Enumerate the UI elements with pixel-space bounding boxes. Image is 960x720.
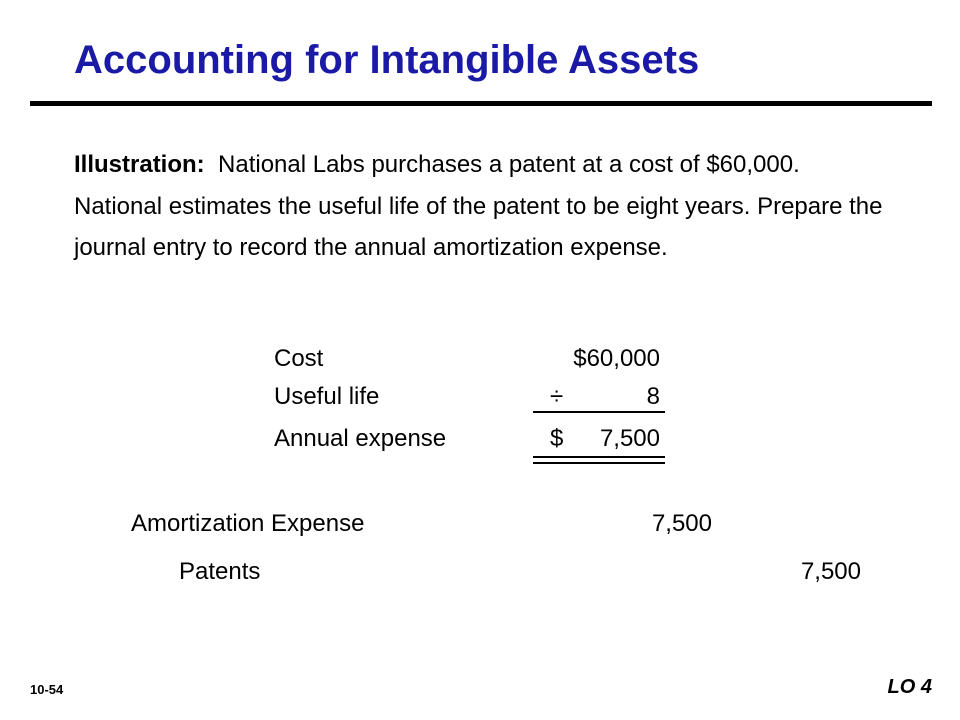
calc-value-cost-text: $60,000 bbox=[573, 345, 660, 372]
calc-value-useful-life: ÷ 8 bbox=[480, 383, 660, 411]
calc-label-annual-expense: Annual expense bbox=[274, 425, 447, 452]
slide-title: Accounting for Intangible Assets bbox=[74, 38, 700, 82]
calc-double-underline-top bbox=[533, 456, 665, 458]
je-debit-amount: 7,500 bbox=[651, 510, 712, 537]
je-credit-amount: 7,500 bbox=[800, 558, 861, 585]
slide-number: 10-54 bbox=[30, 682, 64, 697]
calc-value-annual-expense: $ 7,500 bbox=[480, 425, 660, 453]
je-debit-account: Amortization Expense bbox=[131, 510, 365, 537]
dollar-symbol: $ bbox=[550, 425, 564, 452]
illustration-lead: Illustration: bbox=[74, 151, 205, 178]
learning-objective: LO 4 bbox=[887, 676, 932, 698]
divide-symbol: ÷ bbox=[550, 383, 564, 410]
calc-value-cost: $60,000 bbox=[480, 345, 660, 373]
illustration-paragraph: Illustration: National Labs purchases a … bbox=[74, 144, 894, 269]
calc-double-underline-bottom bbox=[533, 462, 665, 464]
calc-label-useful-life: Useful life bbox=[274, 383, 380, 410]
calc-label-cost: Cost bbox=[274, 345, 324, 372]
je-credit-account: Patents bbox=[179, 558, 261, 585]
calc-underline bbox=[533, 411, 665, 413]
title-divider bbox=[30, 101, 932, 106]
illustration-text: National Labs purchases a patent at a co… bbox=[74, 151, 883, 261]
calc-value-useful-life-text: 8 bbox=[646, 383, 660, 410]
calc-value-annual-expense-text: 7,500 bbox=[599, 425, 660, 452]
